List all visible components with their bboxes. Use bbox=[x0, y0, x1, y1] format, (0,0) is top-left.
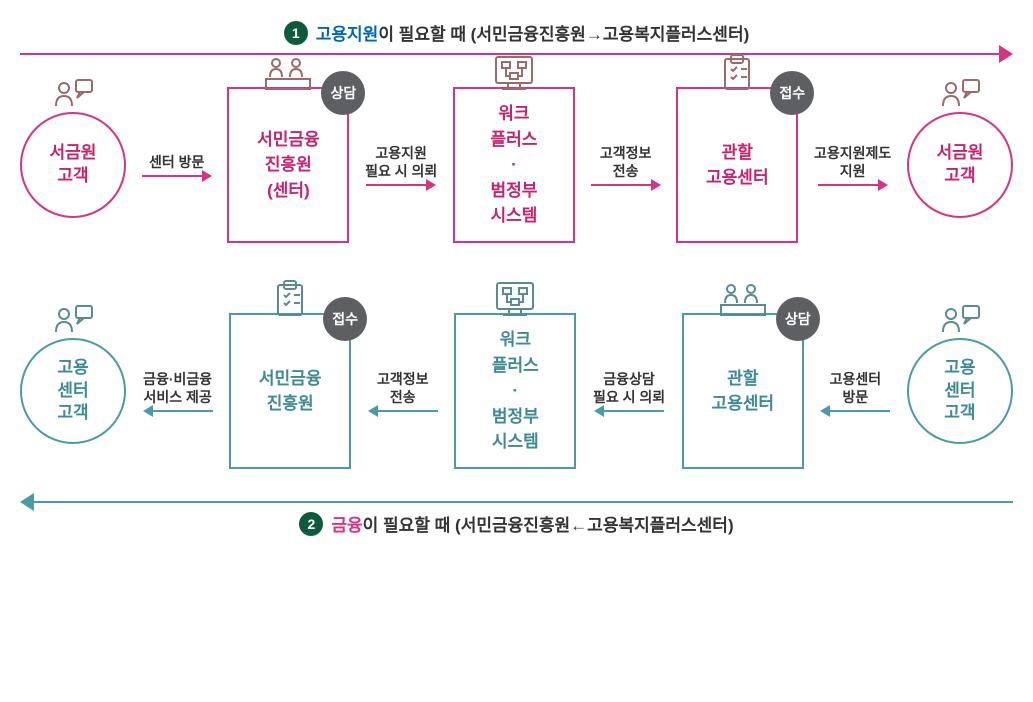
flow1-title-rest: 이 필요할 때 (서민금융진흥원→고용복지플러스센터) bbox=[378, 25, 749, 44]
flow2-big-arrow-head bbox=[20, 493, 34, 511]
flow2-start-circle: 고용센터고객 bbox=[907, 338, 1013, 444]
flow1-arrow2-cell: 고용지원필요 시 의뢰 bbox=[365, 144, 437, 186]
flow2-start-circle-wrap: 고용센터고객 bbox=[907, 338, 1013, 444]
flow1-title-bold: 고용지원 bbox=[316, 25, 379, 44]
flow1-box3-wrap: 접수 관할고용센터 bbox=[676, 87, 798, 243]
flow2-arrow2-cell: 금융상담필요 시 의뢰 bbox=[593, 370, 665, 412]
flow1-arrow3 bbox=[591, 184, 661, 186]
flow2-arrow3-label: 고객정보전송 bbox=[377, 370, 429, 406]
flow1-arrow3-label: 고객정보전송 bbox=[600, 144, 652, 180]
flow2-box2: 워크플러스·범정부시스템 bbox=[454, 313, 576, 469]
clipboard-icon bbox=[707, 51, 767, 95]
desk-icon bbox=[713, 277, 773, 321]
flow2-box3-tag: 접수 bbox=[323, 297, 367, 341]
flow2-arrow1-label: 고용센터방문 bbox=[830, 370, 882, 406]
flow1-start-circle: 서금원고객 bbox=[20, 112, 126, 218]
flow2-box1-wrap: 상담 관할고용센터 bbox=[682, 313, 804, 469]
flow1-title: 고용지원이 필요할 때 (서민금융진흥원→고용복지플러스센터) bbox=[316, 20, 750, 45]
flow2-arrow2-label: 금융상담필요 시 의뢰 bbox=[593, 370, 665, 406]
flow1-arrow4-cell: 고용지원제도지원 bbox=[814, 144, 891, 186]
flow1-header: 1 고용지원이 필요할 때 (서민금융진흥원→고용복지플러스센터) bbox=[20, 20, 1013, 45]
flow2-arrow1-cell: 고용센터방문 bbox=[820, 370, 890, 412]
flow2-box1-tag: 상담 bbox=[776, 297, 820, 341]
flow1-arrow1-cell: 센터 방문 bbox=[142, 153, 212, 177]
flow2-arrow2 bbox=[594, 410, 664, 412]
flow2-big-arrow-bar bbox=[34, 501, 1013, 503]
flow1-big-arrow-head bbox=[999, 45, 1013, 63]
flow1-arrow4 bbox=[818, 184, 888, 186]
flow1-row: 서금원고객 센터 방문 상담 서민금융진흥원(센터) 고용지원필요 시 의뢰 bbox=[20, 87, 1013, 243]
flow2-header: 2 금융이 필요할 때 (서민금융진흥원←고용복지플러스센터) bbox=[20, 511, 1013, 536]
flow2-title: 금융이 필요할 때 (서민금융진흥원←고용복지플러스센터) bbox=[331, 511, 733, 536]
flow2-arrow3 bbox=[368, 410, 438, 412]
person-icon bbox=[937, 76, 983, 112]
flow2-arrow3-cell: 고객정보전송 bbox=[368, 370, 438, 412]
flow1-box1-wrap: 상담 서민금융진흥원(센터) bbox=[227, 87, 349, 243]
flow1-arrow1-label: 센터 방문 bbox=[149, 153, 204, 171]
flow1-box2-wrap: 워크플러스·범정부시스템 bbox=[453, 87, 575, 243]
flow2-row: 고용센터고객 금융·비금융서비스 제공 접수 서민금융진흥원 고객정보전송 bbox=[20, 313, 1013, 469]
flow1-end-circle: 서금원고객 bbox=[907, 112, 1013, 218]
flow1-box2: 워크플러스·범정부시스템 bbox=[453, 87, 575, 243]
flow2-title-rest: 이 필요할 때 (서민금융진흥원←고용복지플러스센터) bbox=[363, 516, 734, 535]
flow2-end-circle-wrap: 고용센터고객 bbox=[20, 338, 126, 444]
flow2-arrow4 bbox=[143, 410, 213, 412]
flow1-box1-tag: 상담 bbox=[321, 71, 365, 115]
system-icon bbox=[485, 277, 545, 321]
flow2-arrow4-cell: 금융·비금융서비스 제공 bbox=[143, 370, 213, 412]
flow2-arrow4-label: 금융·비금융서비스 제공 bbox=[143, 370, 212, 406]
diagram-container: 1 고용지원이 필요할 때 (서민금융진흥원→고용복지플러스센터) 서금원고객 … bbox=[20, 20, 1013, 536]
flow1-arrow2-label: 고용지원필요 시 의뢰 bbox=[365, 144, 437, 180]
flow2-end-circle: 고용센터고객 bbox=[20, 338, 126, 444]
flow1-arrow2 bbox=[366, 184, 436, 186]
flow2-title-bold: 금융 bbox=[331, 516, 362, 535]
flow2-box3-wrap: 접수 서민금융진흥원 bbox=[229, 313, 351, 469]
flow1-start-circle-wrap: 서금원고객 bbox=[20, 112, 126, 218]
flow1-box3-tag: 접수 bbox=[770, 71, 814, 115]
flow2-arrow1 bbox=[820, 410, 890, 412]
flow2-badge: 2 bbox=[299, 512, 323, 536]
flow1-arrow1 bbox=[142, 175, 212, 177]
person-icon bbox=[50, 76, 96, 112]
clipboard-icon bbox=[260, 277, 320, 321]
flow1-badge: 1 bbox=[284, 21, 308, 45]
flow1-end-circle-wrap: 서금원고객 bbox=[907, 112, 1013, 218]
flow1-arrow4-label: 고용지원제도지원 bbox=[814, 144, 891, 180]
desk-icon bbox=[258, 51, 318, 95]
person-icon bbox=[937, 302, 983, 338]
flow1-arrow3-cell: 고객정보전송 bbox=[591, 144, 661, 186]
flow2-big-arrow bbox=[20, 499, 1013, 505]
flow2-box2-wrap: 워크플러스·범정부시스템 bbox=[454, 313, 576, 469]
system-icon bbox=[484, 51, 544, 95]
person-icon bbox=[50, 302, 96, 338]
